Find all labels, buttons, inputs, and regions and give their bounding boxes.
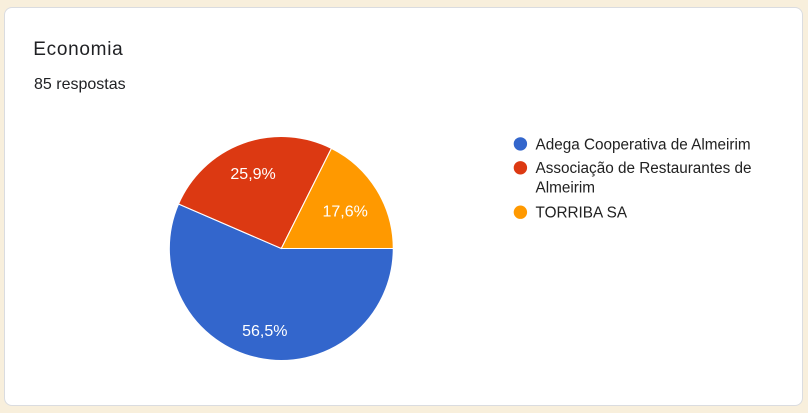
svg-text:56,5%: 56,5% bbox=[242, 323, 287, 340]
svg-text:25,9%: 25,9% bbox=[230, 166, 275, 183]
svg-text:Associação de Restaurantes de: Associação de Restaurantes de bbox=[536, 160, 752, 177]
svg-text:17,6%: 17,6% bbox=[323, 203, 368, 220]
svg-text:Economia: Economia bbox=[33, 39, 123, 60]
svg-text:TORRIBA SA: TORRIBA SA bbox=[536, 204, 628, 221]
svg-text:Adega Cooperativa de Almeirim: Adega Cooperativa de Almeirim bbox=[536, 136, 751, 153]
svg-text:85 respostas: 85 respostas bbox=[34, 76, 126, 93]
svg-text:Almeirim: Almeirim bbox=[536, 179, 596, 196]
